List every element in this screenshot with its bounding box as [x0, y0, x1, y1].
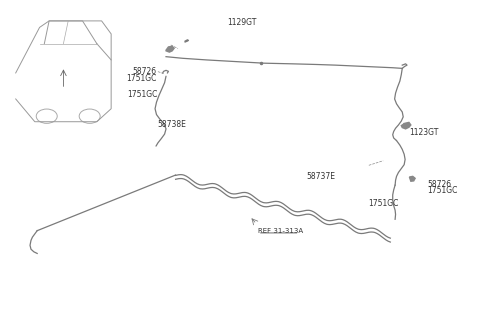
Text: 58726: 58726 [427, 180, 451, 189]
Text: 1751GC: 1751GC [427, 186, 457, 195]
Text: 1751GC: 1751GC [368, 199, 398, 208]
Text: 58737E: 58737E [306, 172, 336, 181]
Text: REF 31-313A: REF 31-313A [258, 228, 303, 234]
Polygon shape [409, 176, 415, 181]
Text: 58726: 58726 [132, 67, 156, 76]
Text: 1129GT: 1129GT [228, 18, 257, 27]
Polygon shape [401, 122, 411, 129]
Text: 1123GT: 1123GT [409, 128, 439, 137]
Text: 1751GC: 1751GC [126, 74, 156, 83]
Text: 58738E: 58738E [158, 120, 187, 130]
Text: 1751GC: 1751GC [127, 90, 157, 99]
Polygon shape [166, 46, 174, 52]
